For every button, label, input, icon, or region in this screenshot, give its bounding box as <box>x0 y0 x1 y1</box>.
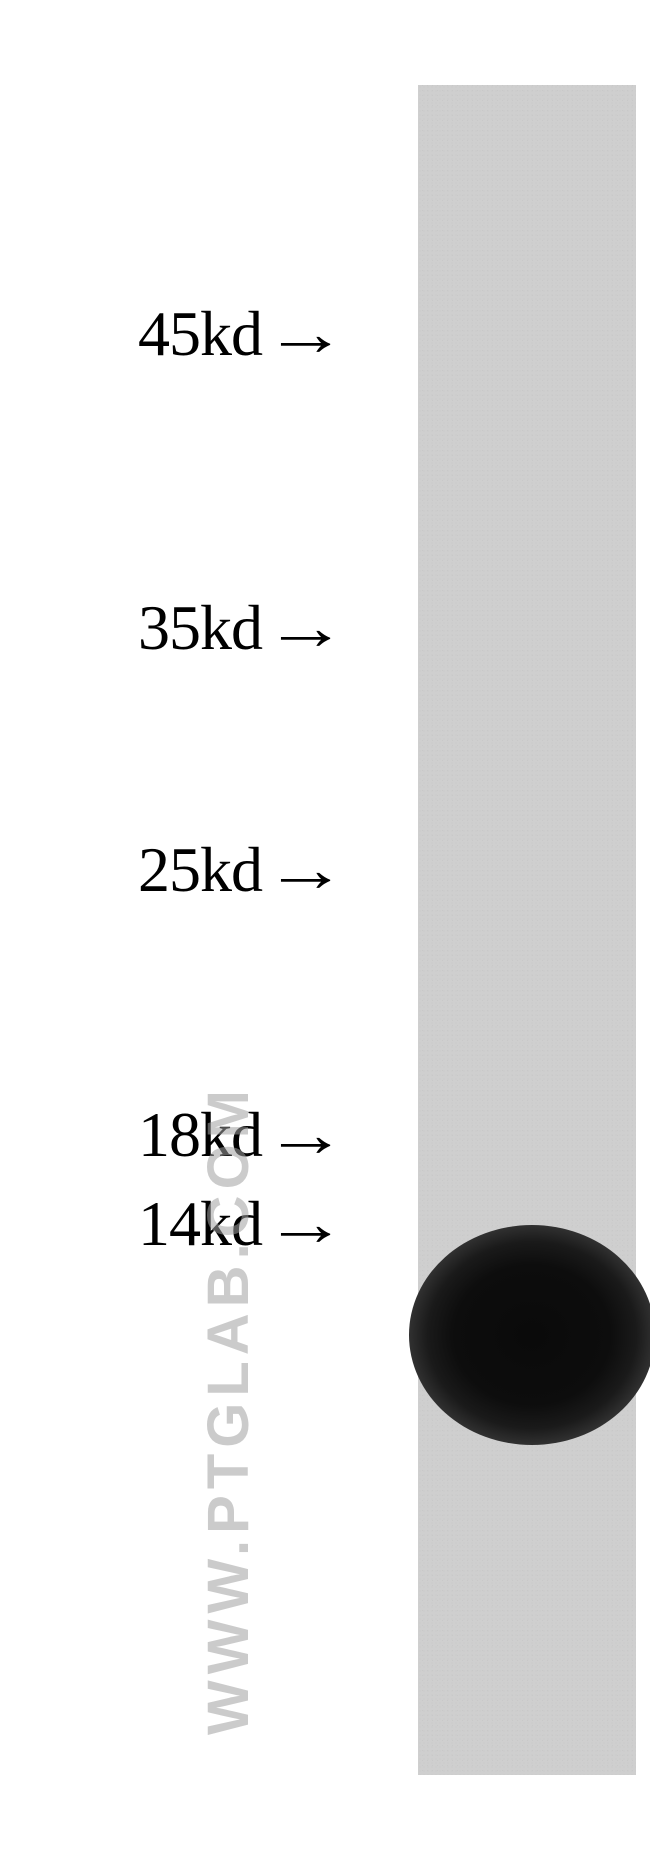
mw-marker-label: 25kd <box>138 838 262 902</box>
protein-band <box>409 1225 650 1445</box>
mw-marker-row: 35kd→ <box>0 596 328 660</box>
blot-canvas: 45kd→35kd→25kd→18kd→14kd→ WWW.PTGLAB.COM <box>0 0 650 1855</box>
lane-noise <box>418 85 636 1775</box>
blot-lane <box>418 85 636 1775</box>
watermark-text: WWW.PTGLAB.COM <box>195 1084 262 1735</box>
mw-marker-row: 45kd→ <box>0 302 328 366</box>
mw-marker-label: 35kd <box>138 596 262 660</box>
mw-marker-label: 14kd <box>138 1192 262 1256</box>
arrow-right-icon: → <box>264 1103 347 1167</box>
mw-marker-label: 45kd <box>138 302 262 366</box>
arrow-right-icon: → <box>264 596 347 660</box>
mw-marker-label: 18kd <box>138 1103 262 1167</box>
arrow-right-icon: → <box>264 1192 347 1256</box>
arrow-right-icon: → <box>264 302 347 366</box>
mw-marker-row: 25kd→ <box>0 838 328 902</box>
arrow-right-icon: → <box>264 838 347 902</box>
mw-marker-row: 18kd→ <box>0 1103 328 1167</box>
mw-marker-row: 14kd→ <box>0 1192 328 1256</box>
